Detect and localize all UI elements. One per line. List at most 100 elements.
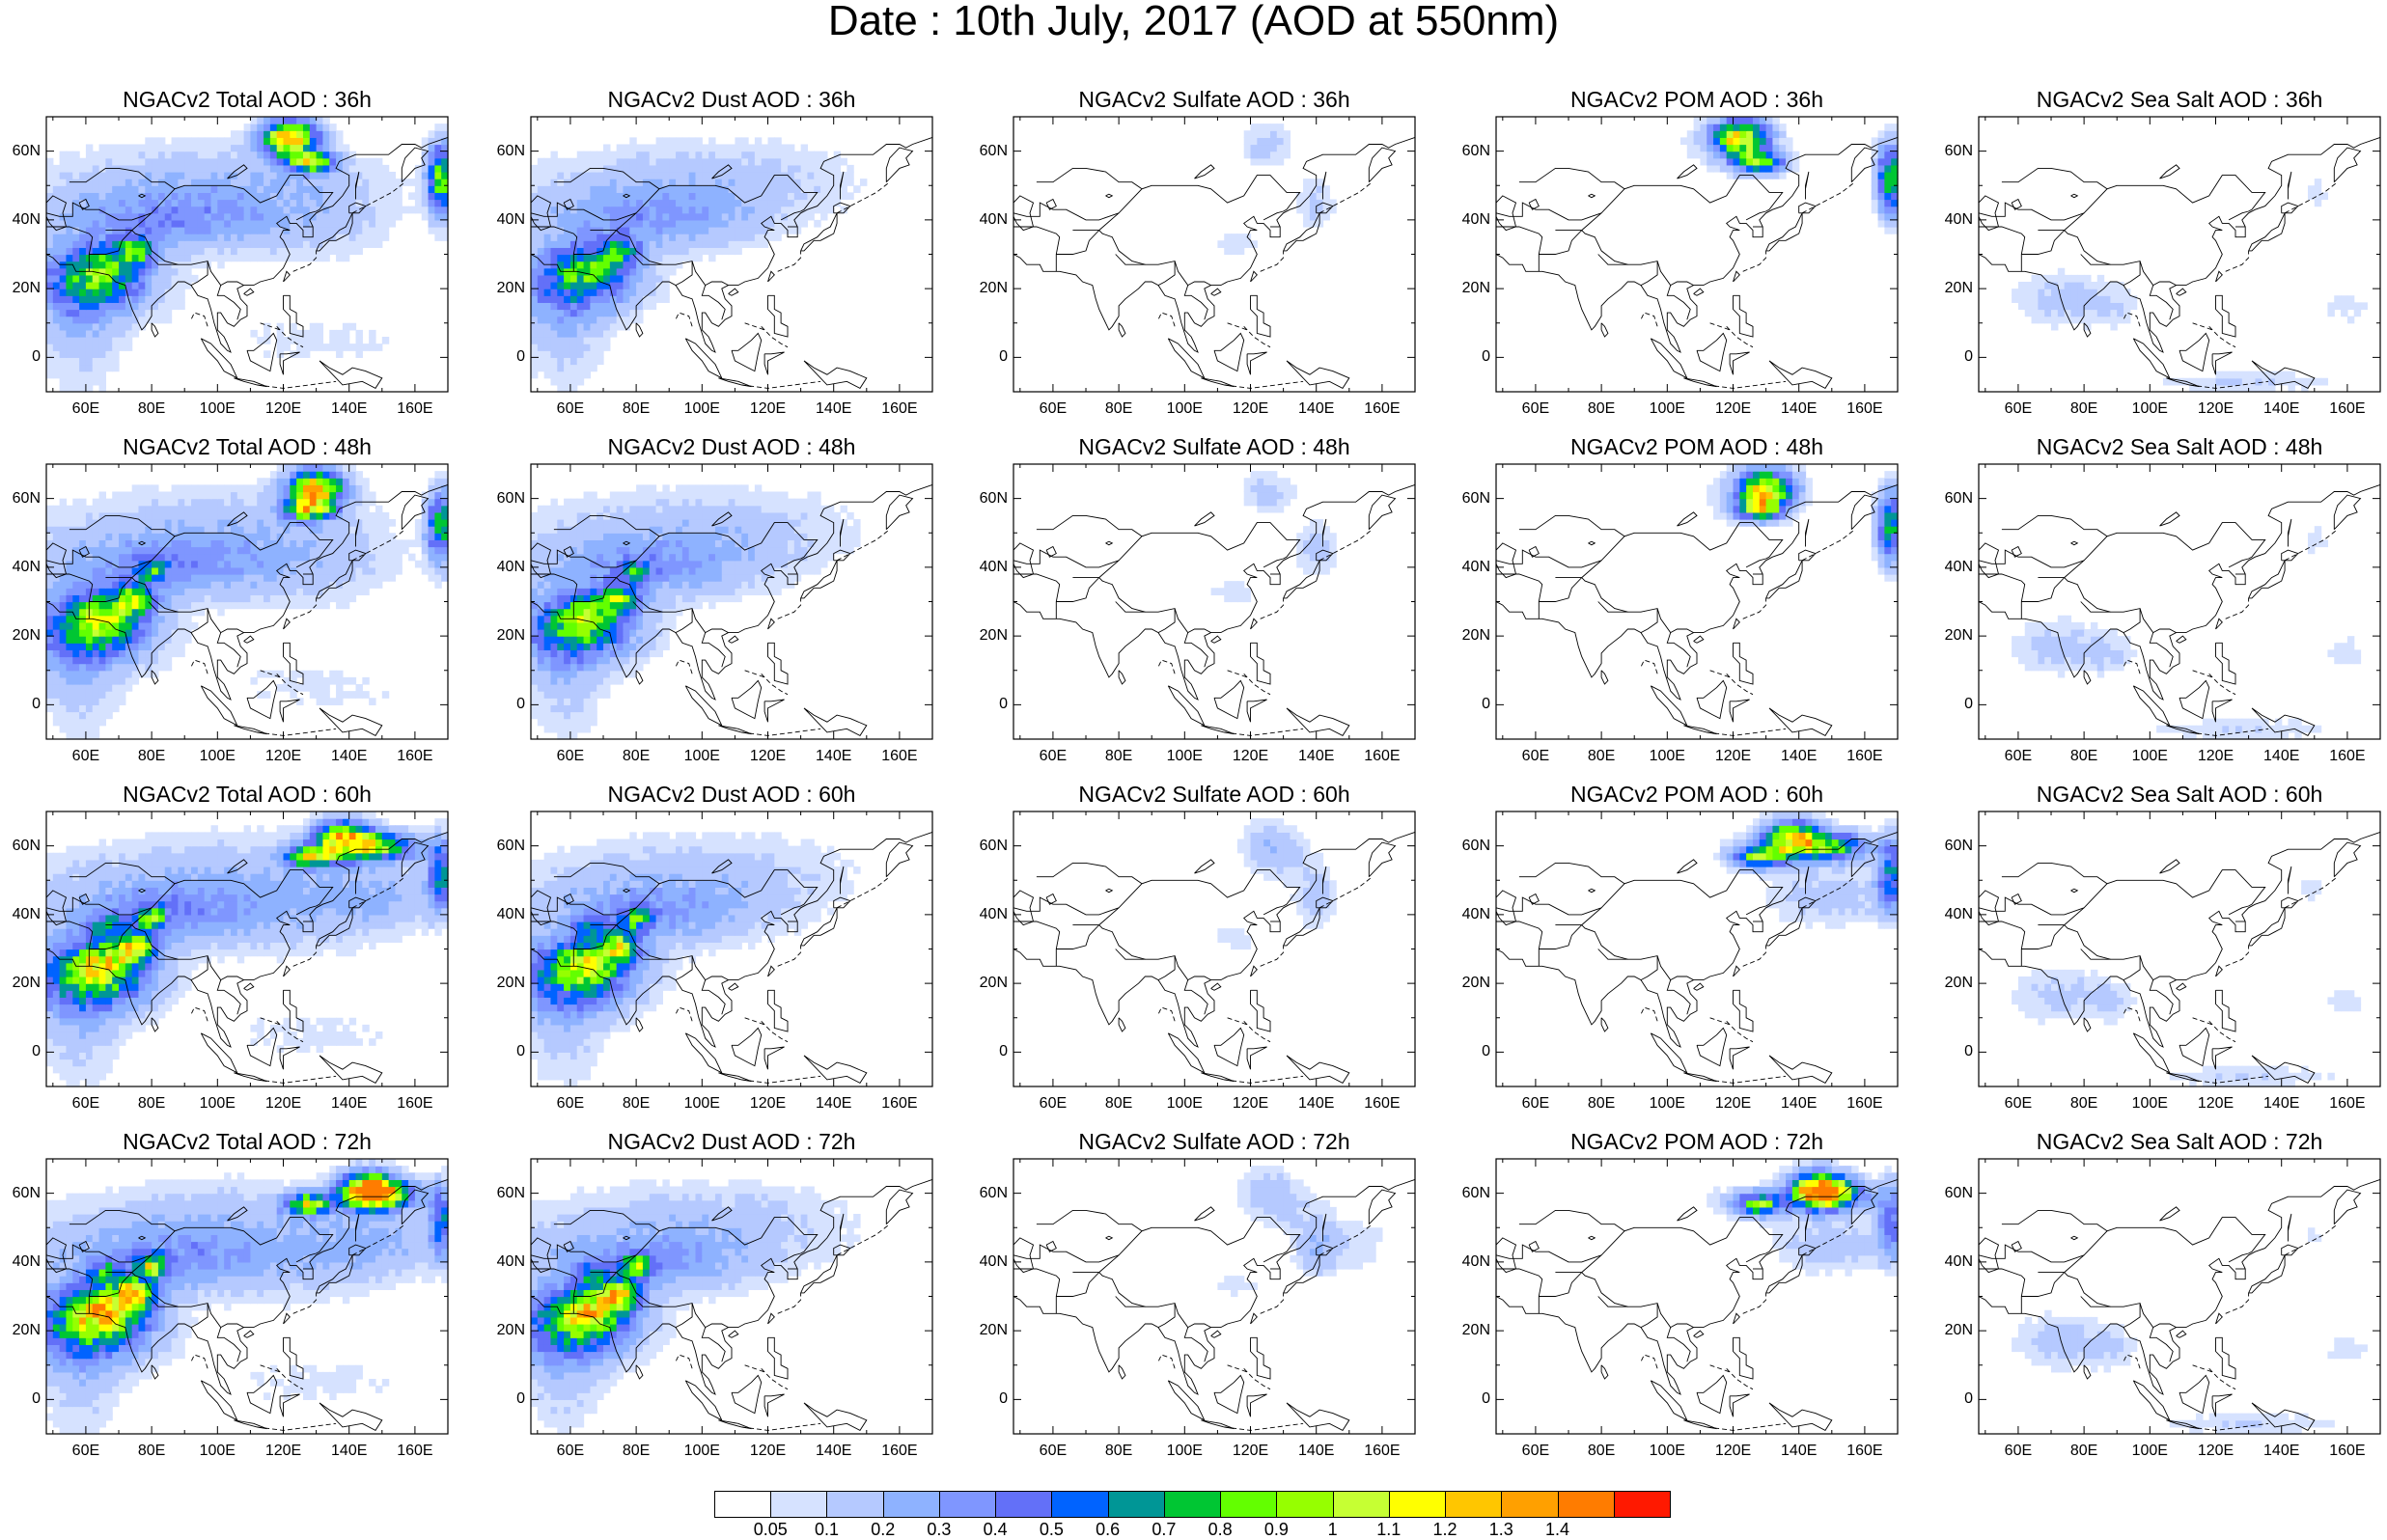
aod-cell <box>714 179 723 186</box>
aod-cell <box>787 157 795 166</box>
aod-cell <box>72 371 80 379</box>
aod-cell <box>564 329 571 338</box>
aod-cell <box>316 533 324 540</box>
aod-cell <box>564 718 571 727</box>
aod-cell <box>369 164 376 173</box>
aod-cell <box>348 676 357 685</box>
aod-cell <box>428 498 435 507</box>
aod-cell <box>152 539 159 548</box>
aod-cell <box>441 206 449 214</box>
aod-cell <box>714 192 723 201</box>
aod-cell <box>342 344 350 351</box>
aod-cell <box>676 247 683 256</box>
aod-cell <box>583 295 591 303</box>
aod-cell <box>152 261 159 269</box>
aod-cell <box>569 384 578 393</box>
aod-cell <box>569 164 578 173</box>
aod-cell <box>434 574 442 582</box>
aod-cell <box>92 691 100 699</box>
aod-cell <box>152 505 159 513</box>
aod-cell <box>1739 130 1747 138</box>
aod-cell <box>66 254 73 262</box>
aod-cell <box>66 588 73 595</box>
aod-cell <box>1884 206 1892 214</box>
aod-cell <box>224 234 232 241</box>
aod-cell <box>178 302 185 311</box>
aod-cell <box>59 636 68 644</box>
aod-cell <box>655 157 663 166</box>
coastline <box>319 360 383 389</box>
aod-cell <box>131 212 140 221</box>
aod-cell <box>375 519 383 527</box>
coastline <box>401 494 430 531</box>
aod-cell <box>576 698 585 705</box>
aod-cell <box>362 566 370 575</box>
aod-cell <box>531 643 539 650</box>
aod-cell <box>616 316 625 324</box>
aod-cell <box>316 539 324 548</box>
coastline <box>632 254 663 265</box>
aod-cell <box>1752 157 1761 166</box>
lon-tick-label: 160E <box>1846 400 1883 417</box>
aod-cell <box>66 676 73 685</box>
aod-cell <box>98 519 106 527</box>
aod-cell <box>257 594 264 603</box>
aod-cell <box>164 185 173 193</box>
aod-cell <box>302 594 311 603</box>
aod-cell <box>369 212 376 221</box>
aod-cell <box>105 274 113 283</box>
aod-cell <box>569 199 578 207</box>
aod-cell <box>537 267 545 276</box>
aod-cell <box>197 185 206 193</box>
aod-cell <box>145 526 153 534</box>
aod-cell <box>152 192 159 201</box>
aod-cell <box>414 526 423 534</box>
aod-cell <box>583 234 591 241</box>
aod-cell <box>210 505 218 513</box>
aod-cell <box>814 179 821 186</box>
aod-cell <box>1269 137 1278 146</box>
aod-cell <box>276 212 285 221</box>
aod-cell <box>191 588 199 595</box>
aod-cell <box>564 289 571 296</box>
aod-cell <box>537 676 545 685</box>
aod-cell <box>119 322 126 331</box>
aod-cell <box>191 254 199 262</box>
aod-cell <box>250 192 258 201</box>
aod-cell <box>125 185 133 193</box>
aod-cell <box>316 511 324 520</box>
aod-cell <box>79 344 87 351</box>
aod-cell <box>421 192 430 201</box>
aod-cell <box>336 478 344 485</box>
aod-cell <box>1877 151 1885 159</box>
aod-cell <box>119 144 126 152</box>
aod-cell <box>112 357 120 366</box>
aod-cell <box>576 656 585 665</box>
aod-cell <box>2222 371 2230 379</box>
aod-cell <box>557 643 565 650</box>
aod-cell <box>336 137 344 146</box>
aod-cell <box>210 533 218 540</box>
aod-cell <box>290 505 297 513</box>
aod-cell <box>145 212 153 221</box>
aod-cell <box>388 566 397 575</box>
aod-cell <box>184 267 192 276</box>
aod-cell <box>309 553 318 562</box>
aod-cell <box>569 295 578 303</box>
aod-cell <box>283 533 291 540</box>
aod-cell <box>655 144 663 152</box>
aod-cell <box>543 663 552 672</box>
aod-cell <box>152 629 159 637</box>
aod-cell <box>98 676 106 685</box>
aod-cell <box>833 179 842 186</box>
coastline <box>243 288 255 296</box>
aod-cell <box>767 151 775 159</box>
coastline <box>246 679 278 720</box>
aod-cell <box>569 309 578 317</box>
aod-cell <box>369 553 376 562</box>
aod-cell <box>131 329 140 338</box>
aod-cell <box>85 212 94 221</box>
aod-cell <box>125 676 133 685</box>
aod-cell <box>92 539 100 548</box>
aod-cell <box>269 212 278 221</box>
